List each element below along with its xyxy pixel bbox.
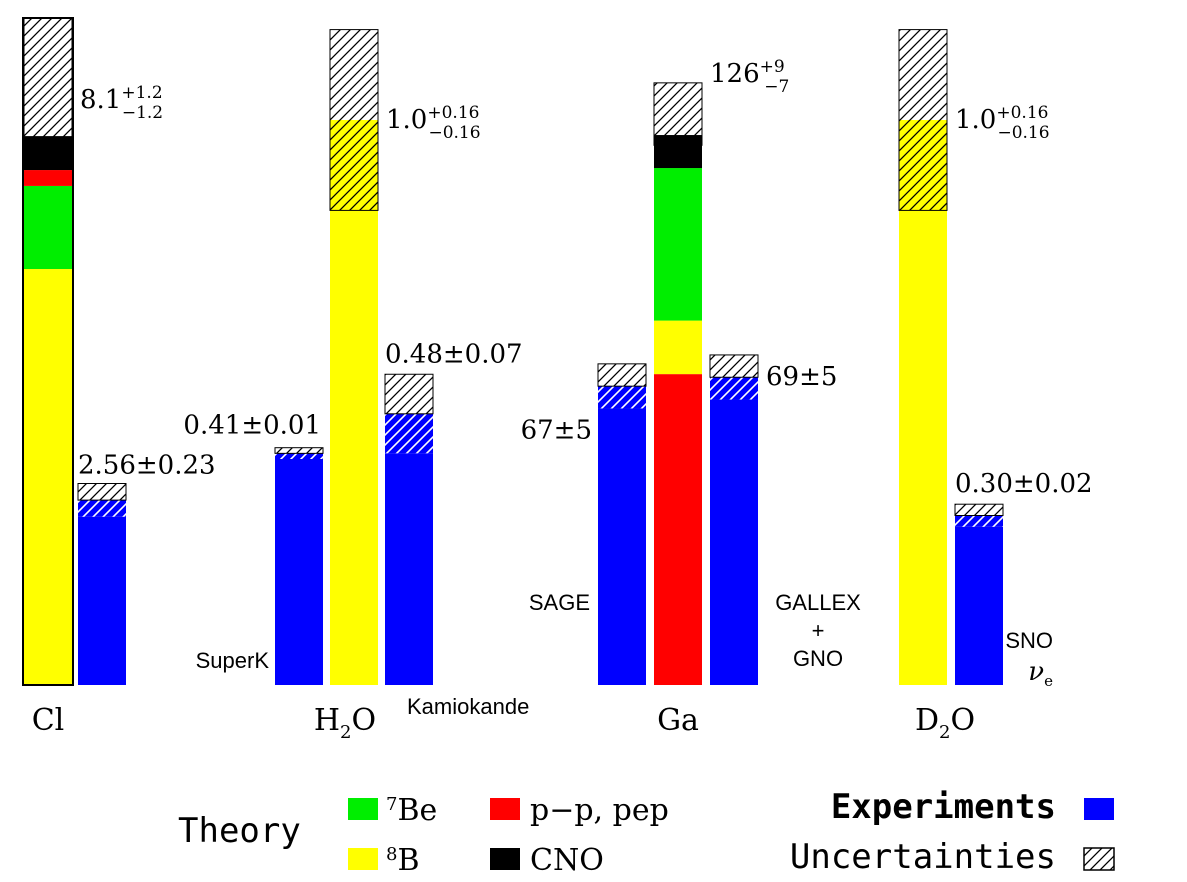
- experiment-name-label-Ga-1-0: GALLEX: [775, 590, 861, 615]
- experiment-uncertainty-lower-Cl-0: [78, 500, 126, 517]
- theory-value-label-D2O: 1.0+0.16 −0.16: [955, 103, 1050, 143]
- theory-uncertainty-H2O: [330, 29, 378, 211]
- experiment-uncertainty-upper-H2O-0: [274, 447, 324, 454]
- legend-label-7Be: 7Be: [386, 793, 437, 828]
- experiment-value-label-Cl-0: 2.56±0.23: [78, 451, 216, 481]
- legend-uncertainties-title: Uncertainties: [790, 837, 1056, 877]
- experiment-uncertainty-upper-D2O-0: [954, 503, 1004, 517]
- legend-swatch-8B: [348, 848, 378, 870]
- labels-layer: 8.1+1.2 −1.2 2.56±0.23 Cl 1.0+0.16 −0.16 0.41±…: [32, 57, 1093, 743]
- theory-segment-Ga-8B: [654, 320, 702, 375]
- experiment-uncertainty-upper-H2O-1: [384, 373, 434, 415]
- theory-segment-Ga-7Be: [654, 168, 702, 321]
- experiment-name-label-Ga-1-2: GNO: [793, 646, 843, 671]
- theory-segment-Cl-7Be: [24, 185, 72, 269]
- theory-value-label-Ga: 126+9 −7: [710, 57, 789, 97]
- theory-value-label-H2O: 1.0+0.16 −0.16: [386, 103, 481, 143]
- experiment-value-label-Ga-1: 69±5: [766, 362, 837, 392]
- legend-label-CNO: CNO: [530, 843, 604, 878]
- experiment-bar-H2O-0: [275, 459, 323, 685]
- theory-outline-Cl: [22, 17, 74, 686]
- experiment-value-label-H2O-0: 0.41±0.01: [183, 411, 321, 441]
- experiment-name-label-D2O-0-0: SNO: [1005, 628, 1053, 653]
- target-label-Cl: Cl: [32, 703, 65, 738]
- experiment-name-label-Ga-1-1: +: [812, 618, 825, 643]
- experiment-name-label-H2O-0-0: SuperK: [196, 648, 270, 673]
- legend-swatch-uncertainty: [1083, 847, 1115, 871]
- experiment-uncertainty-lower-H2O-1: [385, 413, 433, 454]
- legend-swatch-experiment: [1084, 798, 1114, 820]
- experiment-bar-D2O-0: [955, 526, 1003, 685]
- experiment-uncertainty-lower-D2O-0: [955, 515, 1003, 527]
- experiment-uncertainty-upper-Ga-1: [709, 354, 759, 378]
- legend-label-8B: 8B: [386, 843, 420, 878]
- legend-swatch-7Be: [348, 798, 378, 820]
- target-label-D2O: D2O: [915, 703, 975, 743]
- experiment-name-label-H2O-1-0: Kamiokande: [407, 694, 529, 719]
- theory-uncertainty-frame-D2O: [898, 29, 948, 211]
- theory-uncertainty-Cl: [24, 18, 72, 154]
- experiment-bar-Cl-0: [78, 516, 126, 685]
- experiment-uncertainty-upper-Cl-0: [77, 483, 127, 501]
- legend-theory-title: Theory: [178, 811, 301, 851]
- legend-label-pp_pep: p−p, pep: [530, 793, 669, 828]
- experiment-uncertainty-lower-Ga-0: [598, 386, 646, 409]
- theory-uncertainty-frame-Ga: [653, 82, 703, 146]
- theory-uncertainty-frame-H2O: [329, 29, 379, 211]
- experiment-value-label-Ga-0: 67±5: [521, 415, 592, 445]
- theory-segment-Cl-8B: [24, 269, 72, 685]
- experiment-value-label-D2O-0: 0.30±0.02: [955, 469, 1093, 499]
- target-label-H2O: H2O: [314, 703, 376, 743]
- theory-segment-H2O-8B: [330, 120, 378, 685]
- legend: Theory 7Be 8B p−p, pep CNO Experiments Uncerta…: [178, 787, 1115, 878]
- experiment-bar-Ga-1: [710, 399, 758, 685]
- experiment-uncertainty-lower-H2O-0: [275, 453, 323, 459]
- legend-swatch-pp_pep: [490, 798, 520, 820]
- legend-swatch-CNO: [490, 848, 520, 870]
- theory-segment-Cl-pp_pep: [24, 170, 72, 186]
- experiment-sublabel-D2O: νe: [1028, 657, 1053, 690]
- theory-segment-Ga-pp_pep: [654, 374, 702, 685]
- experiment-name-label-Ga-0-0: SAGE: [529, 590, 590, 615]
- experiment-bar-Ga-0: [598, 408, 646, 685]
- experiment-uncertainty-upper-Ga-0: [597, 363, 647, 387]
- experiment-uncertainty-lower-Ga-1: [710, 377, 758, 400]
- legend-experiments-title: Experiments: [831, 787, 1056, 827]
- theory-uncertainty-D2O: [899, 29, 947, 211]
- theory-segment-D2O-8B: [899, 120, 947, 685]
- theory-uncertainty-Ga: [654, 82, 702, 146]
- bars-layer: [22, 17, 1004, 686]
- target-label-Ga: Ga: [657, 703, 699, 738]
- experiment-value-label-H2O-1: 0.48±0.07: [385, 339, 523, 369]
- theory-value-label-Cl: 8.1+1.2 −1.2: [80, 83, 163, 123]
- experiment-bar-H2O-1: [385, 453, 433, 685]
